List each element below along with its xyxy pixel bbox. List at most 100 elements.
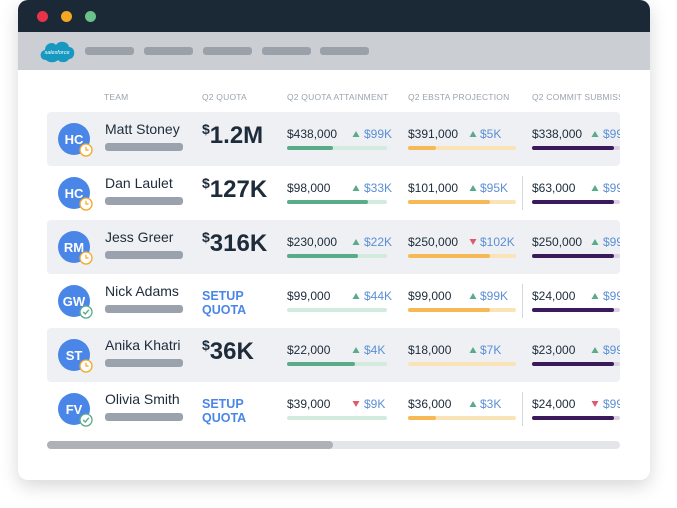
amount: $24,000: [532, 397, 576, 411]
trend-arrow: [352, 347, 360, 353]
arrow-shape: [591, 185, 599, 191]
avatar-initials: FV: [66, 402, 83, 417]
table-row[interactable]: FV Olivia Smith SETUP QUOTA $39,000 $9K $36,0…: [47, 382, 620, 436]
tab-placeholder[interactable]: [203, 47, 252, 55]
arrow-shape: [352, 131, 360, 137]
tab-placeholder[interactable]: [144, 47, 193, 55]
tab-placeholder[interactable]: [262, 47, 311, 55]
amount: $63,000: [532, 181, 576, 195]
column-header: Q2 EBSTA PROJECTION: [408, 92, 510, 102]
name-placeholder: [105, 413, 183, 421]
progress-fill: [287, 146, 333, 150]
progress-fill: [287, 254, 358, 258]
avatar: GW: [58, 285, 93, 319]
table-row[interactable]: ST Anika Khatri $36K $22,000 $4K $18,000 $7K $2…: [47, 328, 620, 382]
progress-fill: [532, 308, 614, 312]
member-name: Matt Stoney: [105, 121, 180, 137]
trend-arrow: [469, 239, 477, 245]
setup-quota-link[interactable]: SETUP QUOTA: [202, 397, 247, 425]
arrow-shape: [469, 131, 477, 137]
name-placeholder: [105, 305, 183, 313]
progress-track: [408, 146, 516, 150]
trend-arrow: [469, 185, 477, 191]
avatar: HC: [58, 177, 93, 211]
progress-track: [532, 200, 620, 204]
scroll-thumb[interactable]: [47, 441, 333, 449]
table-row[interactable]: RM Jess Greer $316K $230,000 $22K $250,000 $10…: [47, 220, 620, 274]
progress-track: [408, 416, 516, 420]
clock-icon: [85, 200, 89, 205]
progress-track: [287, 362, 387, 366]
delta: $99K: [603, 397, 620, 411]
progress-fill: [532, 362, 614, 366]
progress-track: [532, 416, 620, 420]
trend-arrow: [591, 239, 599, 245]
amount: $99,000: [408, 289, 452, 303]
amount: $36,000: [408, 397, 452, 411]
column-header: Q2 QUOTA: [202, 92, 247, 102]
trend-arrow: [591, 347, 599, 353]
logo-text: salesforce: [44, 50, 69, 56]
arrow-shape: [352, 185, 360, 191]
trend-arrow: [591, 293, 599, 299]
delta: $99K: [603, 235, 620, 249]
arrow-shape: [591, 293, 599, 299]
scrollbar[interactable]: [47, 441, 620, 449]
trend-arrow: [352, 131, 360, 137]
progress-fill: [408, 308, 491, 312]
amount: $39,000: [287, 397, 331, 411]
delta: $99K: [603, 127, 620, 141]
amount: $18,000: [408, 343, 452, 357]
progress-fill: [532, 254, 614, 258]
progress-fill: [287, 200, 368, 204]
tab-placeholder[interactable]: [85, 47, 134, 55]
progress-track: [287, 146, 387, 150]
trend-arrow: [469, 401, 477, 407]
delta: $3K: [480, 397, 502, 411]
title-bar: [18, 0, 650, 32]
table-row[interactable]: HC Dan Laulet $127K $98,000 $33K $101,000 $95K…: [47, 166, 620, 220]
amount: $250,000: [532, 235, 583, 249]
name-placeholder: [105, 143, 183, 151]
trend-arrow: [352, 185, 360, 191]
arrow-shape: [469, 293, 477, 299]
amount: $250,000: [408, 235, 459, 249]
delta: $99K: [603, 289, 620, 303]
table-row[interactable]: GW Nick Adams SETUP QUOTA $99,000 $44K $99,00…: [47, 274, 620, 328]
tab-placeholder[interactable]: [320, 47, 369, 55]
arrow-shape: [352, 239, 360, 245]
delta: $5K: [480, 127, 502, 141]
progress-fill: [532, 416, 614, 420]
member-name: Olivia Smith: [105, 391, 180, 407]
amount: $391,000: [408, 127, 459, 141]
status-badge: [79, 413, 93, 427]
avatar-initials: GW: [63, 294, 86, 309]
trend-arrow: [352, 401, 360, 407]
amount: $230,000: [287, 235, 338, 249]
clock-icon: [85, 254, 89, 259]
progress-track: [287, 416, 387, 420]
avatar: FV: [58, 393, 93, 427]
trend-arrow: [469, 347, 477, 353]
minimize-button[interactable]: [61, 11, 72, 22]
progress-track: [408, 200, 516, 204]
avatar-initials: HC: [65, 186, 84, 201]
progress-fill: [287, 362, 355, 366]
close-button[interactable]: [37, 11, 48, 22]
table-row[interactable]: HC Matt Stoney $1.2M $438,000 $99K $391,000 $5…: [47, 112, 620, 166]
column-divider: [522, 284, 523, 318]
progress-track: [532, 254, 620, 258]
progress-track: [408, 254, 516, 258]
amount: $98,000: [287, 181, 331, 195]
amount: $22,000: [287, 343, 331, 357]
quota: $1.2M: [202, 121, 264, 149]
check-icon: [82, 417, 90, 424]
column-divider: [522, 176, 523, 210]
setup-quota-link[interactable]: SETUP QUOTA: [202, 289, 247, 317]
maximize-button[interactable]: [85, 11, 96, 22]
quota: $36K: [202, 337, 254, 365]
delta: $99K: [603, 343, 620, 357]
name-placeholder: [105, 197, 183, 205]
delta: $99K: [480, 289, 509, 303]
trend-arrow: [591, 131, 599, 137]
